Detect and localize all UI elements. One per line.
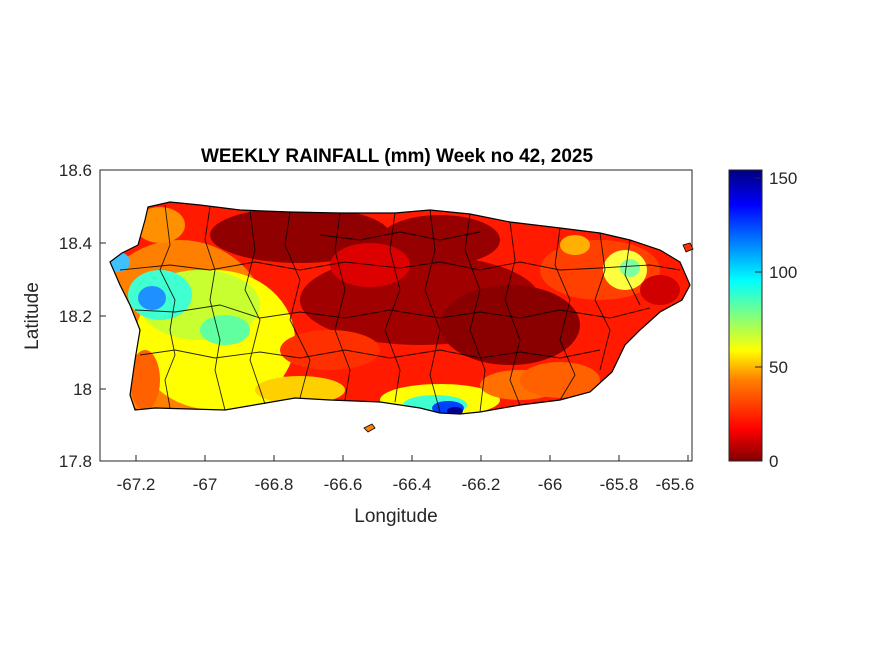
y-tick-label: 18.2 xyxy=(59,307,92,326)
x-tick-label: -65.8 xyxy=(600,475,639,494)
colorbar-gradient xyxy=(729,170,762,461)
colorbar: 0 50 100 150 xyxy=(729,169,797,471)
colorbar-tick-label: 50 xyxy=(769,358,788,377)
x-tick-label: -67.2 xyxy=(117,475,156,494)
y-tick-label: 18.4 xyxy=(59,234,92,253)
colorbar-tick-label: 100 xyxy=(769,263,797,282)
y-axis-label: Latitude xyxy=(22,282,43,350)
colorbar-tick-label: 0 xyxy=(769,452,778,471)
x-tick-label: -66.8 xyxy=(255,475,294,494)
map-title: WEEKLY RAINFALL (mm) Week no 42, 2025 xyxy=(201,146,594,167)
y-tick-label: 18 xyxy=(73,380,92,399)
x-tick-label: -65.6 xyxy=(656,475,695,494)
colorbar-tick-label: 150 xyxy=(769,169,797,188)
y-tick-label: 18.6 xyxy=(59,161,92,180)
x-tick-label: -66 xyxy=(538,475,563,494)
x-tick-label: -67 xyxy=(193,475,218,494)
y-tick-label: 17.8 xyxy=(59,452,92,471)
y-axis: 18.6 18.4 18.2 18 17.8 xyxy=(59,161,106,471)
rainfall-map-figure: WEEKLY RAINFALL (mm) Week no 42, 2025 18… xyxy=(0,0,875,656)
x-axis-label: Longitude xyxy=(354,506,437,527)
x-tick-label: -66.2 xyxy=(462,475,501,494)
x-tick-label: -66.6 xyxy=(324,475,363,494)
x-tick-label: -66.4 xyxy=(393,475,432,494)
